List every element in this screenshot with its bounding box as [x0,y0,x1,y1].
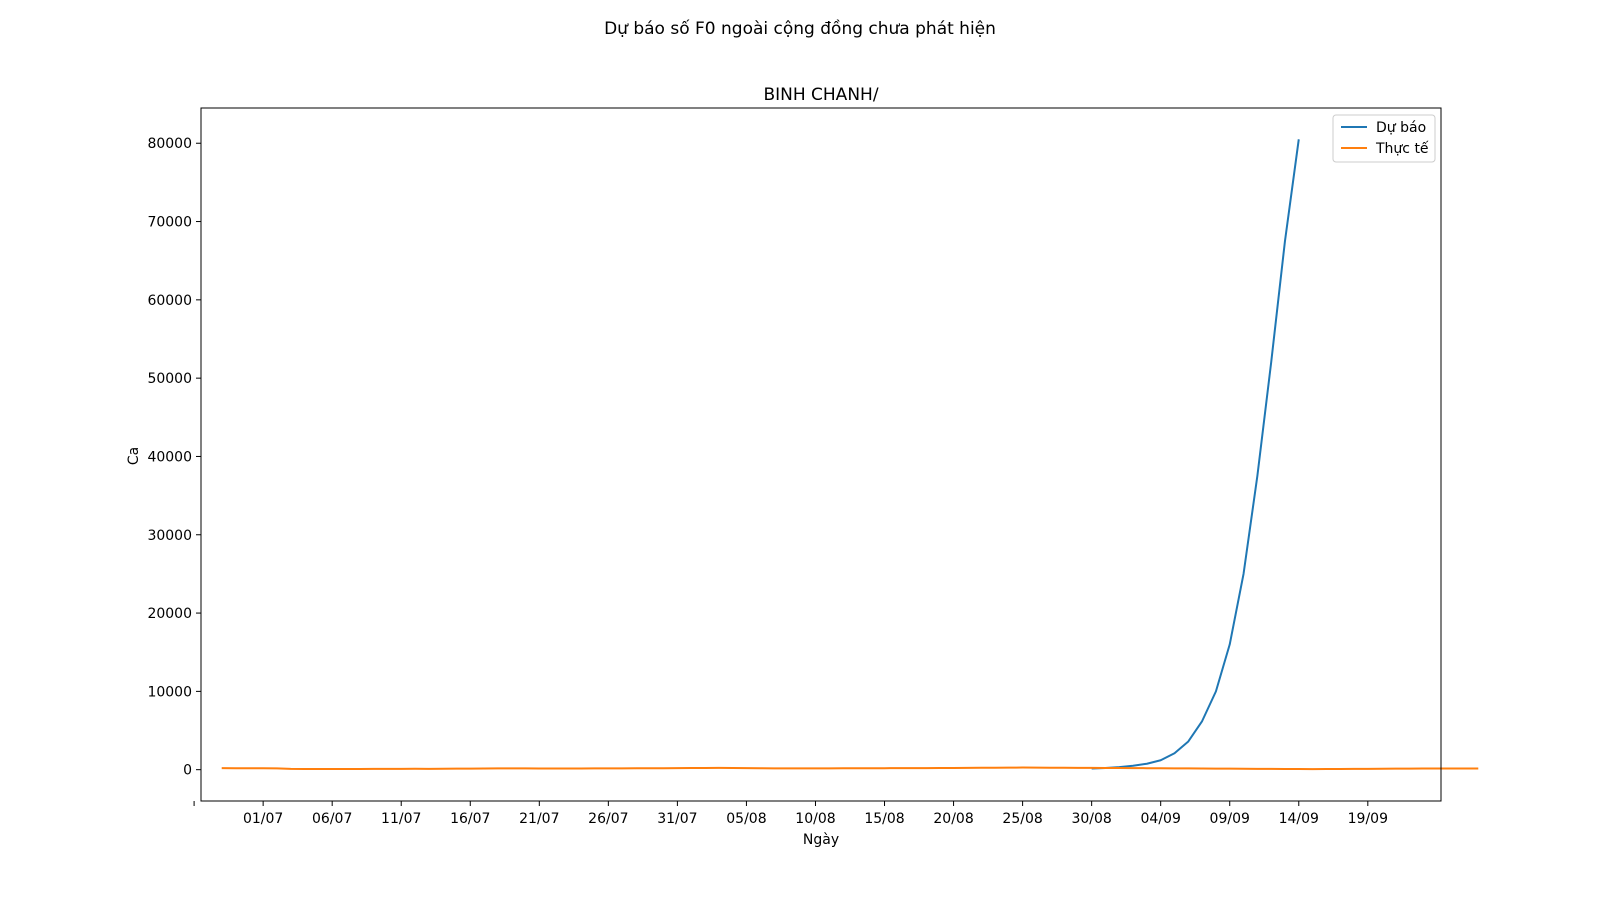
y-tick-label: 0 [183,763,192,779]
x-tick-label: 16/07 [450,811,490,827]
x-tick-label: 04/09 [1141,811,1181,827]
chart-title: BINH CHANH/ [763,85,878,105]
y-tick-label: 30000 [147,528,192,544]
y-axis-label: Ca [126,447,142,465]
y-tick-label: 50000 [147,371,192,387]
x-tick-label: 20/08 [933,811,973,827]
plot-lines [221,139,1479,771]
legend-label-forecast: Dự báo [1376,120,1426,136]
y-tick-label: 60000 [147,293,192,309]
x-tick-label: 19/09 [1348,811,1388,827]
x-tick-label: 11/07 [381,811,421,827]
x-tick-label: 15/08 [864,811,904,827]
series-line-actual [221,766,1479,771]
x-tick-label: 01/07 [243,811,283,827]
x-tick-label: 05/08 [726,811,766,827]
x-tick-label: 10/08 [795,811,835,827]
y-axis: 0 10000 20000 30000 40000 50000 60000 70000 8000… [147,136,201,779]
series-line-forecast [1091,139,1300,770]
y-tick-label: 80000 [147,136,192,152]
x-tick-label: 30/08 [1071,811,1111,827]
y-tick-label: 40000 [147,449,192,465]
plot-frame [200,107,1442,802]
legend: Dự báo Thực tế [1332,114,1436,163]
x-axis: 01/07 06/07 11/07 16/07 21/07 26/07 31/07 05/08… [193,801,1388,827]
y-tick-label: 10000 [147,684,192,700]
x-axis-label: Ngày [803,832,839,848]
x-tick-label: 21/07 [519,811,559,827]
x-tick-label: 09/09 [1210,811,1250,827]
y-tick-label: 20000 [147,606,192,622]
y-tick-label: 70000 [147,215,192,231]
figure-suptitle: Dự báo số F0 ngoài cộng đồng chưa phát h… [604,18,996,39]
legend-label-actual: Thực tế [1375,140,1429,157]
x-tick-label: 25/08 [1002,811,1042,827]
x-tick-label: 31/07 [657,811,697,827]
x-tick-label: 26/07 [588,811,628,827]
x-tick-label: 06/07 [312,811,352,827]
x-tick-label: 14/09 [1279,811,1319,827]
